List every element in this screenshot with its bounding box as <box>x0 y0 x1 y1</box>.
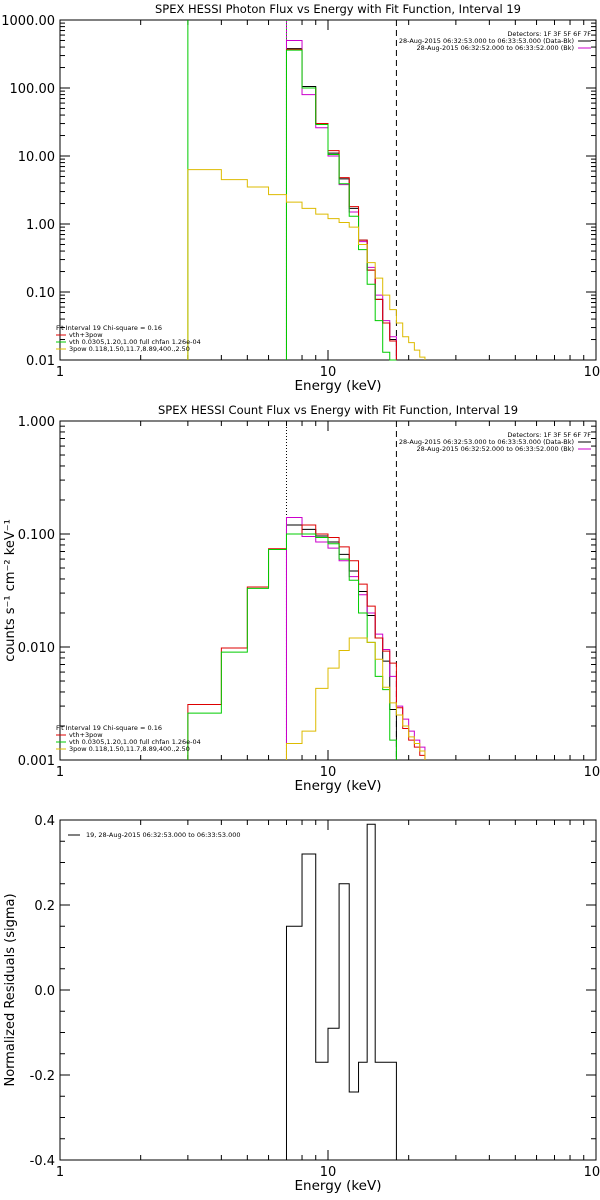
y-tick-label: -0.2 <box>30 1069 55 1084</box>
y-tick-label: 0.10 <box>26 286 55 301</box>
y-tick-label: 1000.00 <box>1 14 55 29</box>
legend-entry-bottom: 3pow 0.118,1.50,11.7,8.89,400.,2.50 <box>69 745 190 753</box>
y-tick-label: 100.00 <box>10 82 56 97</box>
y-tick-label: 0.010 <box>18 641 55 656</box>
legend-entry-bottom: vth 0.0305,1.20,1.00 full chfan 1.26e-04 <box>69 738 201 746</box>
legend-entry-top: 28-Aug-2015 06:32:53.000 to 06:33:53.000… <box>399 438 574 446</box>
panel-2: SPEX HESSI Count Flux vs Energy with Fit… <box>3 403 600 794</box>
legend-entry-bottom: vth+3pow <box>69 731 103 739</box>
y-tick-label: 1.000 <box>18 415 55 430</box>
plot-frame <box>59 19 597 361</box>
y-tick-label: 0.01 <box>26 354 55 369</box>
panel-3: 1 10 100 Energy (keV) -0.4 -0.2 0.0 0.2 0.4 Norma… <box>3 814 600 1194</box>
series-vth <box>187 533 397 760</box>
y-tick-label: 10.00 <box>18 150 55 165</box>
x-axis-label: Energy (keV) <box>295 1178 382 1194</box>
y-tick-label: 0.0 <box>34 984 55 999</box>
x-tick-label: 100 <box>584 765 600 780</box>
y-axis-label: counts s⁻¹ cm⁻² keV⁻¹ <box>3 519 18 662</box>
y-axis-label: Normalized Residuals (sigma) <box>3 893 18 1086</box>
series-pow <box>285 637 426 760</box>
chart-title: SPEX HESSI Photon Flux vs Energy with Fi… <box>155 2 521 16</box>
y-tick-label: -0.4 <box>30 1154 55 1169</box>
x-tick-label: 1 <box>56 1165 64 1180</box>
x-tick-label: 100 <box>584 1165 600 1180</box>
series-data <box>285 524 397 760</box>
x-tick-label: 1 <box>56 365 64 380</box>
series-pow <box>187 169 426 360</box>
legend-entry: 19, 28-Aug-2015 06:32:53.000 to 06:33:53… <box>86 831 241 839</box>
y-tick-label: 0.2 <box>34 899 55 914</box>
legend-entry-top: 28-Aug-2015 06:32:52.000 to 06:33:52.000… <box>417 445 574 453</box>
plot-frame <box>59 420 597 761</box>
legend-entry-bottom: 3pow 0.118,1.50,11.7,8.89,400.,2.50 <box>69 345 190 353</box>
y-tick-label: 0.4 <box>34 814 55 829</box>
y-tick-label: 0.100 <box>18 528 55 543</box>
series-data <box>285 48 397 360</box>
x-tick-label: 10 <box>320 365 337 380</box>
legend-entry-bottom: Fit Interval 19 Chi-square = 0.16 <box>56 724 162 732</box>
legend-entry-top: Detectors: 1F 3F 5F 6F 7F <box>507 431 591 439</box>
legend-entry-bottom: Fit Interval 19 Chi-square = 0.16 <box>56 324 162 332</box>
panel-1: SPEX HESSI Photon Flux vs Energy with Fi… <box>1 2 600 394</box>
y-tick-label: 1.00 <box>26 218 55 233</box>
legend-entry-top: 28-Aug-2015 06:32:52.000 to 06:33:52.000… <box>417 44 574 52</box>
legend-entry-bottom: vth 0.0305,1.20,1.00 full chfan 1.26e-04 <box>69 338 201 346</box>
series-resid <box>285 823 397 1160</box>
series-total <box>285 48 397 360</box>
series-vth <box>285 49 397 361</box>
x-tick-label: 100 <box>584 365 600 380</box>
series-bk <box>285 516 426 760</box>
chart-title: SPEX HESSI Count Flux vs Energy with Fit… <box>158 403 518 417</box>
plot-frame <box>59 819 597 1161</box>
x-tick-label: 1 <box>56 765 64 780</box>
series-bk <box>285 39 397 360</box>
legend-entry-top: 28-Aug-2015 06:32:53.000 to 06:33:53.000… <box>399 37 574 45</box>
x-axis-label: Energy (keV) <box>295 378 382 394</box>
y-tick-label: 0.001 <box>18 754 55 769</box>
legend-entry-top: Detectors: 1F 3F 5F 6F 7F <box>507 30 591 38</box>
x-axis-label: Energy (keV) <box>295 778 382 794</box>
legend-entry-bottom: vth+3pow <box>69 331 103 339</box>
x-tick-label: 10 <box>320 1165 337 1180</box>
x-tick-label: 10 <box>320 765 337 780</box>
